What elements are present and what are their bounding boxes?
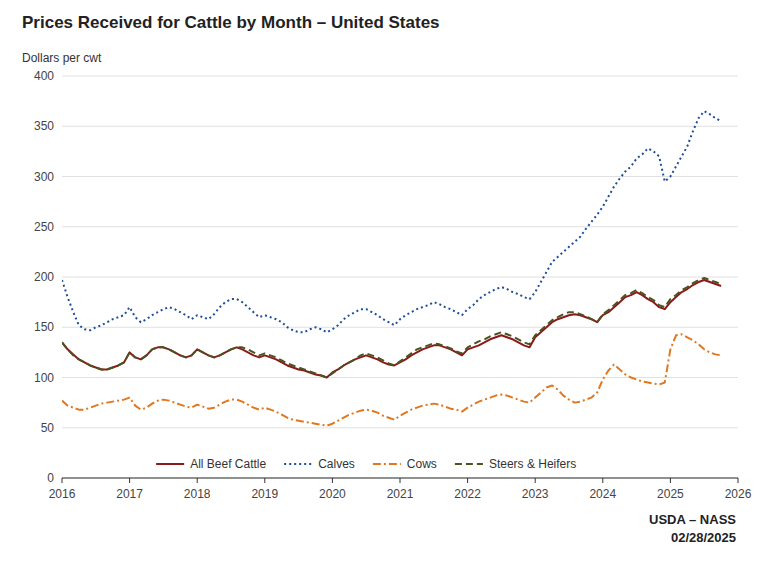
annotation: USDA – NASS (649, 512, 736, 527)
legend-label: Cows (407, 457, 437, 471)
x-tick (62, 478, 63, 483)
x-tick-label: 2022 (454, 487, 481, 501)
x-tick-label: 2026 (725, 487, 752, 501)
y-tick-label: 350 (34, 119, 54, 133)
series-line (62, 278, 721, 378)
y-axis-label: Dollars per cwt (22, 51, 102, 65)
title: Prices Received for Cattle by Month – Un… (22, 13, 440, 32)
x-tick-label: 2017 (116, 487, 143, 501)
y-tick-label: 100 (34, 371, 54, 385)
chart-svg: Prices Received for Cattle by Month – Un… (0, 0, 760, 570)
legend-swatch (455, 463, 483, 465)
legend: All Beef Cattle Calves Cows Steers & Heifer… (156, 457, 576, 471)
y-tick-label: 50 (41, 421, 55, 435)
y-tick-label: 300 (34, 170, 54, 184)
y-tick-label: 400 (34, 69, 54, 83)
legend-label: Calves (318, 457, 355, 471)
x-tick-label: 2025 (657, 487, 684, 501)
legend-swatch (373, 463, 401, 465)
y-tick-label: 200 (34, 270, 54, 284)
y-tick-label: 0 (47, 471, 54, 485)
y-tick-label: 250 (34, 220, 54, 234)
grid-line (62, 277, 738, 278)
x-tick (264, 478, 265, 483)
x-tick (602, 478, 603, 483)
annotation: 02/28/2025 (671, 530, 736, 545)
y-tick-label: 150 (34, 320, 54, 334)
x-tick (197, 478, 198, 483)
x-tick (400, 478, 401, 483)
grid-line (62, 377, 738, 378)
grid-line (62, 226, 738, 227)
series-line (62, 280, 721, 377)
x-tick-label: 2024 (589, 487, 616, 501)
chart-container: Prices Received for Cattle by Month – Un… (0, 0, 760, 570)
x-tick-label: 2020 (319, 487, 346, 501)
legend-swatch (284, 463, 312, 465)
grid (62, 76, 738, 478)
x-tick-label: 2019 (251, 487, 278, 501)
x-tick-label: 2018 (184, 487, 211, 501)
x-tick-label: 2023 (522, 487, 549, 501)
grid-line (62, 76, 738, 77)
legend-swatch (156, 463, 184, 465)
x-tick (129, 478, 130, 483)
x-tick (467, 478, 468, 483)
legend-label: Steers & Heifers (489, 457, 576, 471)
legend-label: All Beef Cattle (190, 457, 266, 471)
x-tick (535, 478, 536, 483)
grid-line (62, 327, 738, 328)
x-tick (670, 478, 671, 483)
grid-line (62, 427, 738, 428)
grid-line (62, 126, 738, 127)
lines (62, 111, 721, 426)
x-tick (332, 478, 333, 483)
x-tick-label: 2021 (387, 487, 414, 501)
grid-line (62, 176, 738, 177)
x-tick (738, 478, 739, 483)
x-tick-label: 2016 (49, 487, 76, 501)
